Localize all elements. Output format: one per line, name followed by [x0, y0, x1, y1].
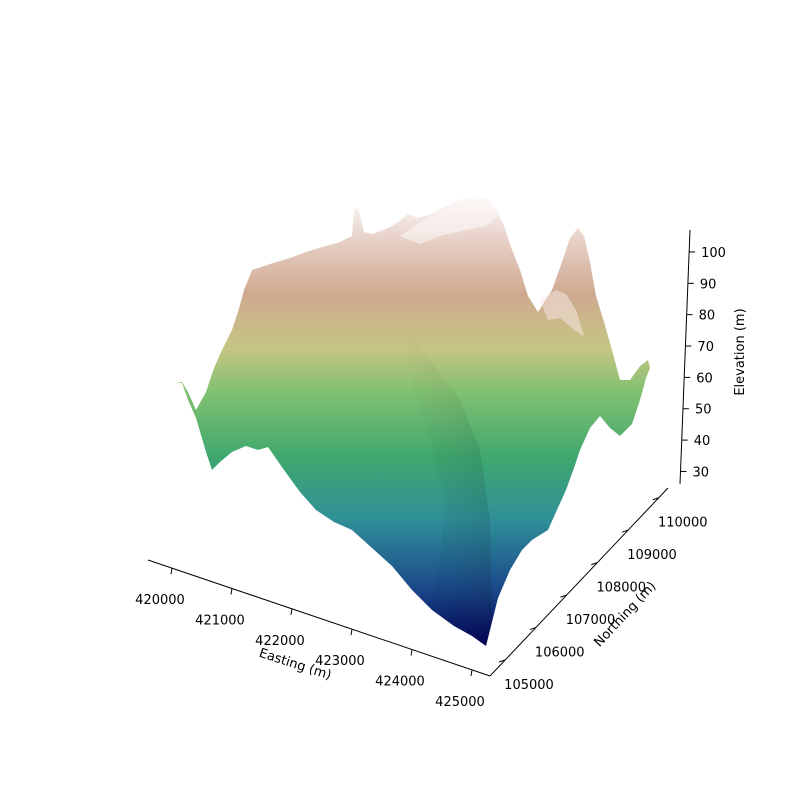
y-tick-mark [498, 659, 506, 663]
y-axis-line [489, 487, 669, 677]
y-tick-label: 110000 [658, 516, 708, 531]
x-tick-label: 420000 [135, 593, 185, 608]
z-tick-label: 50 [695, 403, 712, 418]
y-tick-mark [621, 529, 629, 533]
z-tick-label: 80 [699, 309, 716, 324]
axes [147, 229, 691, 677]
x-tick-label: 421000 [195, 613, 245, 628]
y-tick-label: 105000 [504, 678, 554, 693]
x-tick-mark [410, 649, 413, 656]
x-tick-label: 423000 [315, 654, 365, 669]
x-tick-mark [470, 669, 473, 676]
z-axis-line [679, 229, 691, 485]
x-tick-mark [350, 629, 353, 636]
y-tick-mark [591, 562, 598, 566]
z-tick-label: 100 [701, 246, 726, 261]
terrain-shading [400, 320, 492, 646]
x-axis-label: Easting (m) [257, 646, 333, 683]
x-tick-mark [230, 588, 233, 595]
y-tick-label: 108000 [596, 581, 646, 596]
z-tick-label: 70 [697, 340, 714, 355]
y-tick-label: 109000 [627, 548, 677, 563]
terrain-surface [176, 196, 650, 646]
y-ticks: 105000 106000 107000 108000 109000 110000 [498, 497, 708, 693]
x-tick-mark [290, 608, 293, 615]
x-ticks: 420000 421000 422000 423000 424000 425000 [135, 568, 485, 710]
z-tick-label: 40 [694, 434, 711, 449]
z-ticks: 30 40 50 60 70 80 90 100 [680, 246, 726, 480]
y-tick-mark [652, 497, 659, 501]
terrain-body [176, 196, 650, 646]
x-axis-line [147, 559, 491, 677]
y-tick-label: 106000 [535, 646, 585, 661]
x-tick-label: 422000 [255, 634, 305, 649]
x-tick-label: 425000 [435, 695, 485, 710]
z-axis-label: Elevation (m) [733, 308, 748, 395]
y-tick-label: 107000 [566, 613, 616, 628]
north-ridge-highlight [400, 198, 500, 244]
x-tick-label: 424000 [375, 675, 425, 690]
east-ridge-highlight [540, 290, 584, 336]
z-tick-label: 60 [696, 371, 713, 386]
z-tick-label: 30 [692, 465, 709, 480]
x-tick-mark [170, 568, 173, 575]
z-tick-label: 90 [700, 277, 717, 292]
y-tick-mark [529, 627, 536, 631]
y-tick-mark [560, 594, 567, 598]
